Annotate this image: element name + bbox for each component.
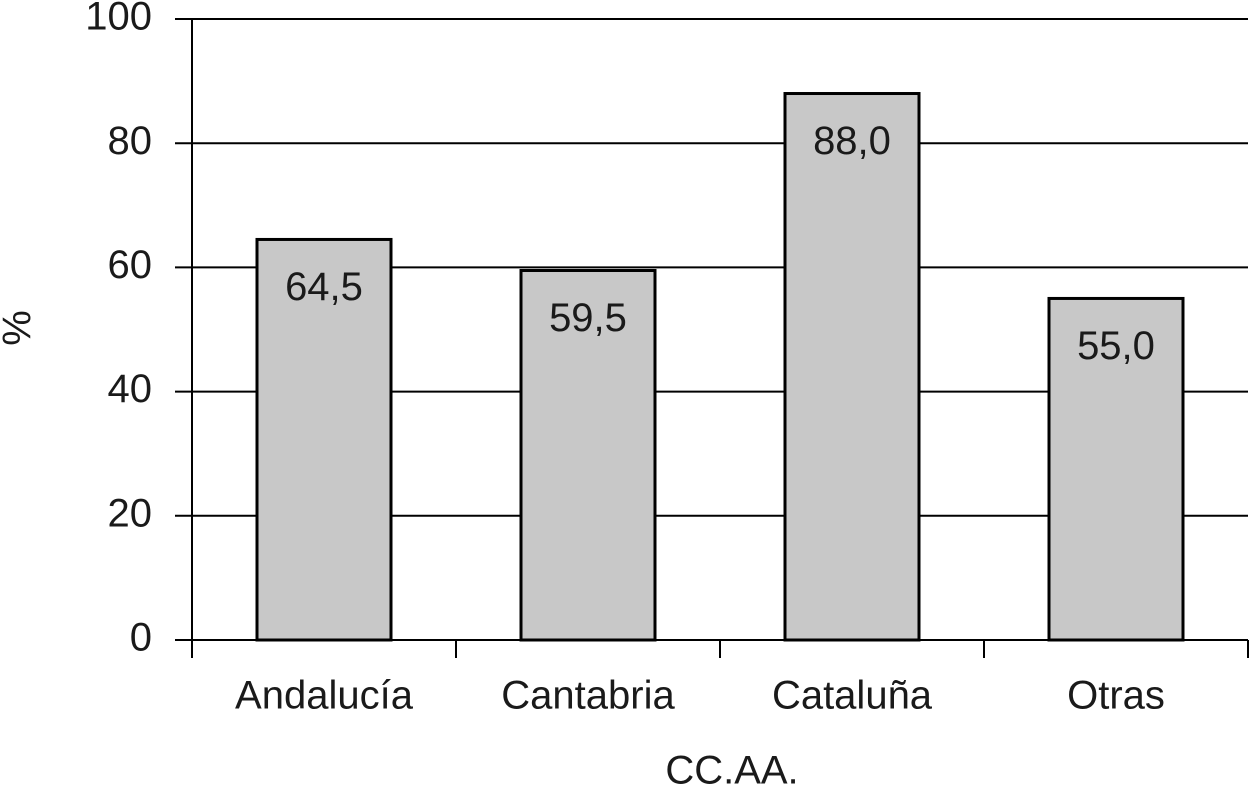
y-tick-label: 60 [108, 243, 153, 287]
x-tick-label: Otras [1067, 674, 1165, 718]
x-axis-title: CC.AA. [665, 749, 798, 792]
bar [255, 237, 393, 642]
y-tick-label: 80 [108, 119, 153, 163]
value-label: 88,0 [813, 119, 891, 163]
y-axis-title: % [0, 310, 40, 346]
y-tick-label: 20 [108, 491, 153, 535]
y-tick-label: 40 [108, 367, 153, 411]
y-tick-label: 100 [85, 0, 152, 39]
bar [1047, 296, 1185, 642]
value-label: 59,5 [549, 296, 627, 340]
y-tick-label: 0 [130, 616, 152, 660]
bar [519, 269, 657, 642]
x-tick-label: Cataluña [772, 674, 933, 718]
bar [783, 92, 921, 642]
value-label: 64,5 [285, 265, 363, 309]
x-tick-label: Cantabria [501, 674, 675, 718]
value-label: 55,0 [1077, 324, 1155, 368]
x-tick-label: Andalucía [235, 674, 414, 718]
